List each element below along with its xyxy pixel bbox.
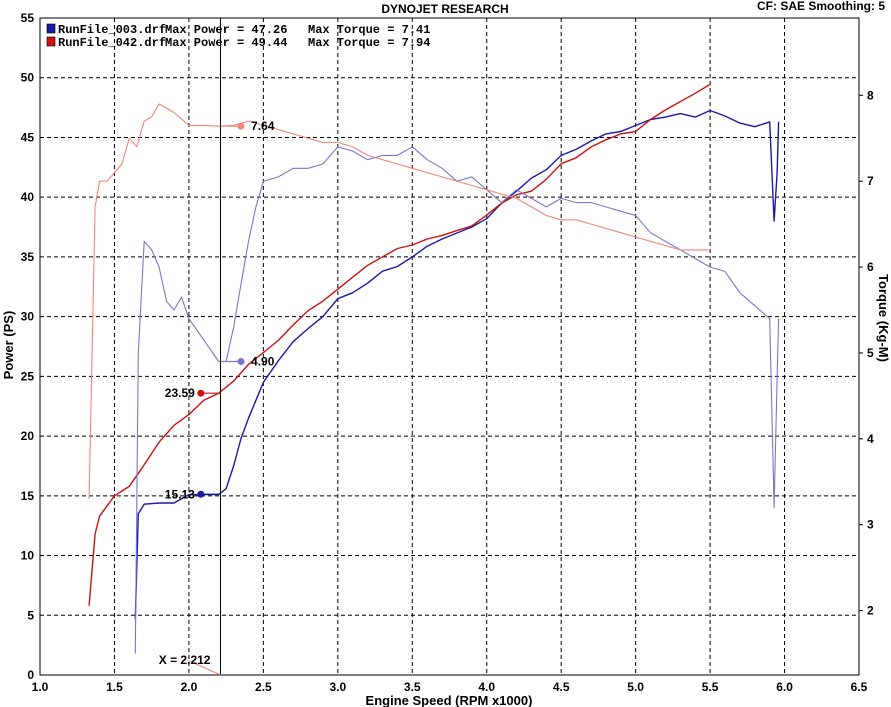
x-tick-label: 3.5: [404, 680, 421, 694]
x-tick-label: 2.0: [181, 680, 198, 694]
y-tick-label-right: 5: [867, 346, 874, 360]
y-tick-label-left: 45: [21, 130, 35, 144]
x-axis-label: Engine Speed (RPM x1000): [366, 693, 533, 707]
y-tick-label-left: 15: [21, 489, 35, 503]
cursor: X = 2.212 15.13 23.59 4.90 7.64: [159, 18, 275, 676]
y-tick-label-left: 55: [21, 11, 35, 25]
x-tick-label: 3.0: [329, 680, 346, 694]
torque-line-runfile-042-drf: [88, 103, 711, 499]
chart-title: DYNOJET RESEARCH: [381, 2, 508, 16]
x-tick-label: 6.0: [776, 680, 793, 694]
legend-max-torque: Max Torque = 7.41: [308, 23, 430, 37]
series-lines: [88, 83, 780, 654]
y-tick-label-right: 6: [867, 260, 874, 274]
y-tick-label-left: 30: [21, 310, 35, 324]
legend-file: RunFile_042.drf: [58, 36, 166, 50]
y-tick-label-left: 10: [21, 549, 35, 563]
legend-max-torque: Max Torque = 7.94: [308, 36, 430, 50]
x-tick-label: 6.5: [851, 680, 868, 694]
cursor-marker: [197, 490, 205, 498]
cursor-value-label: 4.90: [251, 355, 275, 369]
grid: [39, 17, 863, 676]
y-tick-label-right: 3: [867, 518, 874, 532]
legend-swatch: [46, 23, 56, 34]
y-tick-label-left: 5: [27, 608, 34, 622]
x-tick-label: 5.5: [702, 680, 719, 694]
power-line-runfile-003-drf: [134, 109, 780, 619]
y-axis-label-left: Power (PS): [1, 311, 16, 380]
cursor-marker: [197, 389, 205, 397]
x-tick-label: 1.0: [32, 680, 49, 694]
header-settings: CF: SAE Smoothing: 5: [757, 0, 885, 13]
legend-file: RunFile_003.drf: [58, 23, 166, 37]
y-tick-label-right: 4: [867, 432, 874, 446]
cursor-value-label: 23.59: [165, 386, 195, 400]
y-axis-label-right: Torque (Kg-M): [876, 274, 891, 362]
y-tick-label-left: 40: [21, 190, 35, 204]
cursor-pointer: [188, 660, 221, 676]
x-tick-label: 5.0: [627, 680, 644, 694]
plot-frame: [39, 17, 860, 676]
y-tick-label-right: 2: [867, 604, 874, 618]
y-tick-label-left: 20: [21, 429, 35, 443]
cursor-value-label: 7.64: [251, 119, 275, 133]
y-tick-label-left: 0: [27, 668, 34, 682]
torque-line-runfile-003-drf: [134, 146, 780, 654]
cursor-value-label: 15.13: [165, 487, 195, 501]
x-tick-label: 2.5: [255, 680, 272, 694]
x-tick-label: 4.0: [478, 680, 495, 694]
cursor-marker: [237, 122, 245, 130]
x-tick-label: 4.5: [553, 680, 570, 694]
tick-labels: 1.0 1.5 2.0 2.5 3.0 3.5 4.0 4.5 5.0 5.5 6.0 6.5 0 5 10…: [21, 11, 874, 694]
y-tick-label-right: 8: [867, 88, 874, 102]
legend-max-power: Max Power = 49.44: [165, 36, 287, 50]
cursor-label: X = 2.212: [159, 653, 211, 667]
cursor-marker: [237, 358, 245, 366]
y-tick-label-right: 7: [867, 174, 874, 188]
legend-swatch: [46, 36, 56, 47]
x-tick-label: 1.5: [106, 680, 123, 694]
y-tick-label-left: 35: [21, 250, 35, 264]
y-tick-label-left: 50: [21, 71, 35, 85]
power-line-runfile-042-drf: [88, 83, 711, 606]
y-tick-label-left: 25: [21, 369, 35, 383]
legend-max-power: Max Power = 47.26: [165, 23, 287, 37]
